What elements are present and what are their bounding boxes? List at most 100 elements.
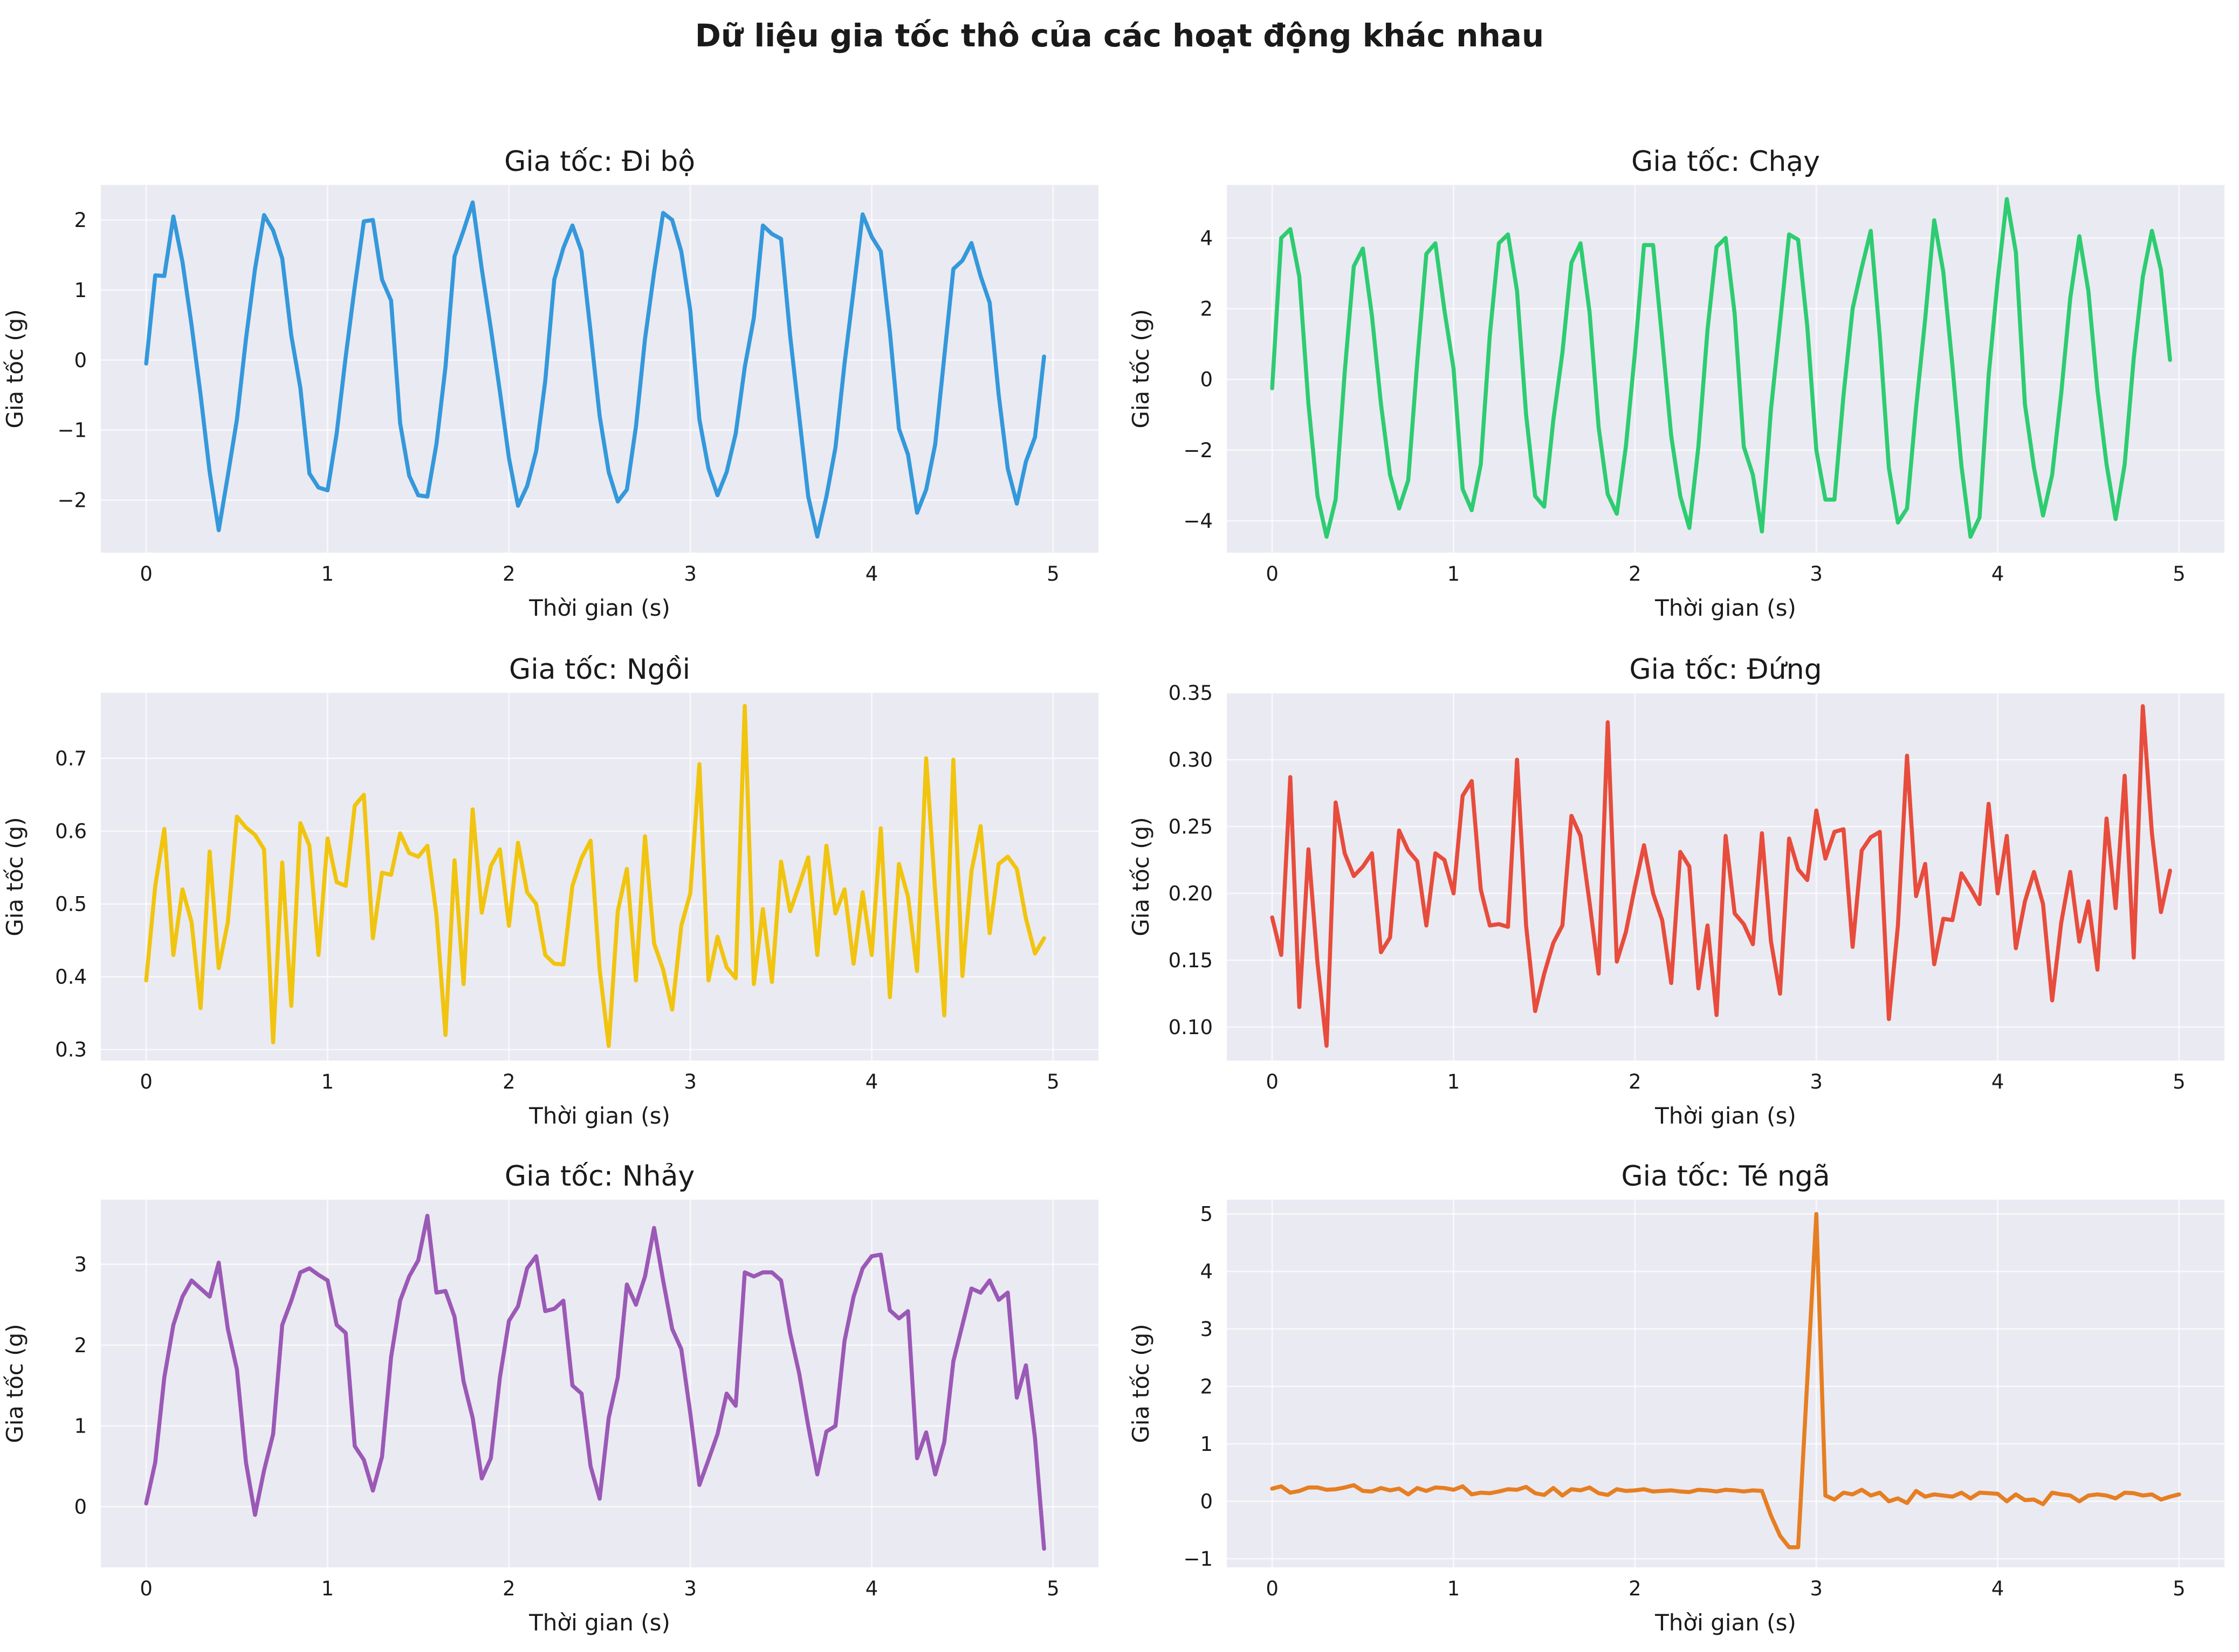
y-tick-label: 2	[1200, 298, 1213, 321]
y-axis-label: Gia tốc (g)	[1128, 817, 1154, 936]
x-tick-label: 5	[1047, 1070, 1060, 1093]
x-tick-label: 2	[1629, 1070, 1642, 1093]
x-tick-label: 4	[866, 1577, 878, 1600]
x-tick-label: 5	[1047, 1577, 1060, 1600]
subplot-title: Gia tốc: Chạy	[1631, 146, 1820, 178]
x-tick-label: 1	[1447, 562, 1460, 586]
y-tick-label: 0.35	[1169, 682, 1213, 705]
x-tick-label: 0	[1266, 562, 1279, 586]
x-axis-label: Thời gian (s)	[1654, 1609, 1796, 1636]
x-axis-label: Thời gian (s)	[1654, 1103, 1796, 1129]
y-tick-label: 0	[1200, 368, 1213, 391]
x-tick-label: 4	[866, 562, 878, 586]
x-tick-label: 0	[140, 1577, 153, 1600]
series-line	[144, 704, 1046, 1048]
subplot-4: 0 1 2 3 4 5 0.10 0.15 0.20 0.25 0.30 0.35 Gia tốc: Đ…	[1128, 653, 2224, 1129]
x-tick-label: 0	[140, 562, 153, 586]
x-tick-label: 2	[1629, 1577, 1642, 1600]
y-tick-label: 5	[1200, 1203, 1213, 1226]
y-tick-label: 0.10	[1169, 1016, 1213, 1039]
x-tick-label: 3	[684, 1577, 697, 1600]
x-tick-label: 4	[866, 1070, 878, 1093]
x-tick-label: 3	[1810, 562, 1823, 586]
x-tick-label: 5	[1047, 562, 1060, 586]
y-tick-label: 2	[74, 209, 87, 232]
y-tick-label: 4	[1200, 1260, 1213, 1283]
y-axis-label: Gia tốc (g)	[1128, 309, 1154, 428]
y-tick-label: 0	[74, 1496, 87, 1519]
series-line	[1270, 197, 2172, 539]
subplot-title: Gia tốc: Đi bộ	[504, 146, 695, 178]
x-tick-label: 2	[1629, 562, 1642, 586]
x-tick-label: 1	[1447, 1070, 1460, 1093]
y-tick-label: 1	[74, 279, 87, 302]
plot-area	[1227, 1200, 2224, 1567]
y-tick-label: −2	[57, 489, 87, 512]
subplot-1: 0 1 2 3 4 5 −2 −1 0 1 2 Gia tốc: Đi bộ Thời gian (s)…	[2, 146, 1098, 621]
y-tick-label: 1	[1200, 1433, 1213, 1456]
y-tick-label: 0.4	[55, 966, 87, 989]
x-tick-label: 5	[2173, 1577, 2186, 1600]
subplot-2: 0 1 2 3 4 5 −4 −2 0 2 4 Gia tốc: Chạy Thời gian (s) G…	[1128, 146, 2224, 621]
y-tick-label: −2	[1183, 439, 1213, 462]
x-axis-label: Thời gian (s)	[1654, 595, 1796, 621]
x-tick-label: 0	[1266, 1577, 1279, 1600]
y-tick-label: 4	[1200, 226, 1213, 250]
x-tick-label: 5	[2173, 562, 2186, 586]
y-tick-label: −1	[57, 419, 87, 442]
x-tick-label: 1	[1447, 1577, 1460, 1600]
x-tick-label: 1	[321, 1070, 334, 1093]
series-line	[144, 200, 1046, 539]
y-tick-label: 0	[1200, 1490, 1213, 1513]
series-line	[1270, 704, 2172, 1048]
x-tick-label: 3	[1810, 1577, 1823, 1600]
x-tick-label: 4	[1991, 562, 2004, 586]
y-tick-label: 0.30	[1169, 748, 1213, 772]
y-tick-label: 3	[74, 1253, 87, 1276]
y-tick-label: 0.7	[55, 747, 87, 770]
x-axis-label: Thời gian (s)	[528, 1609, 670, 1636]
plot-area	[101, 1200, 1098, 1567]
y-tick-label: −4	[1183, 510, 1213, 533]
y-tick-label: 3	[1200, 1318, 1213, 1341]
figure-title: Dữ liệu gia tốc thô của các hoạt động kh…	[695, 17, 1544, 54]
y-axis-label: Gia tốc (g)	[2, 309, 28, 428]
x-tick-label: 5	[2173, 1070, 2186, 1093]
y-tick-label: 0.6	[55, 820, 87, 843]
x-tick-label: 3	[684, 1070, 697, 1093]
x-tick-label: 4	[1991, 1070, 2004, 1093]
subplot-title: Gia tốc: Té ngã	[1621, 1160, 1830, 1193]
y-axis-label: Gia tốc (g)	[2, 1324, 28, 1443]
y-tick-label: −1	[1183, 1547, 1213, 1571]
series-line	[1270, 1212, 2181, 1550]
x-tick-label: 1	[321, 562, 334, 586]
x-tick-label: 2	[503, 1070, 516, 1093]
x-tick-label: 2	[503, 562, 516, 586]
y-axis-label: Gia tốc (g)	[2, 817, 28, 936]
subplot-title: Gia tốc: Nhảy	[505, 1160, 695, 1193]
x-tick-label: 0	[1266, 1070, 1279, 1093]
y-tick-label: 0.15	[1169, 949, 1213, 972]
x-axis-label: Thời gian (s)	[528, 1103, 670, 1129]
plot-area	[101, 185, 1098, 553]
x-tick-label: 0	[140, 1070, 153, 1093]
x-tick-label: 1	[321, 1577, 334, 1600]
y-tick-label: 1	[74, 1415, 87, 1438]
subplot-title: Gia tốc: Ngồi	[509, 653, 690, 686]
series-line	[144, 1214, 1046, 1551]
y-tick-label: 2	[1200, 1375, 1213, 1398]
y-tick-label: 0.20	[1169, 882, 1213, 905]
y-tick-label: 2	[74, 1334, 87, 1357]
x-tick-label: 2	[503, 1577, 516, 1600]
subplot-title: Gia tốc: Đứng	[1629, 653, 1822, 686]
x-tick-label: 3	[684, 562, 697, 586]
y-tick-label: 0	[74, 349, 87, 372]
y-axis-label: Gia tốc (g)	[1128, 1324, 1154, 1443]
y-tick-label: 0.5	[55, 893, 87, 916]
subplot-5: 0 1 2 3 4 5 0 1 2 3 Gia tốc: Nhảy Thời gian (s) Gia …	[2, 1160, 1098, 1636]
plot-area	[1227, 693, 2224, 1061]
x-tick-label: 3	[1810, 1070, 1823, 1093]
y-tick-label: 0.25	[1169, 815, 1213, 838]
subplot-6: 0 1 2 3 4 5 −1 0 1 2 3 4 5 Gia tốc: Té ngã Thời gian (…	[1128, 1160, 2224, 1636]
